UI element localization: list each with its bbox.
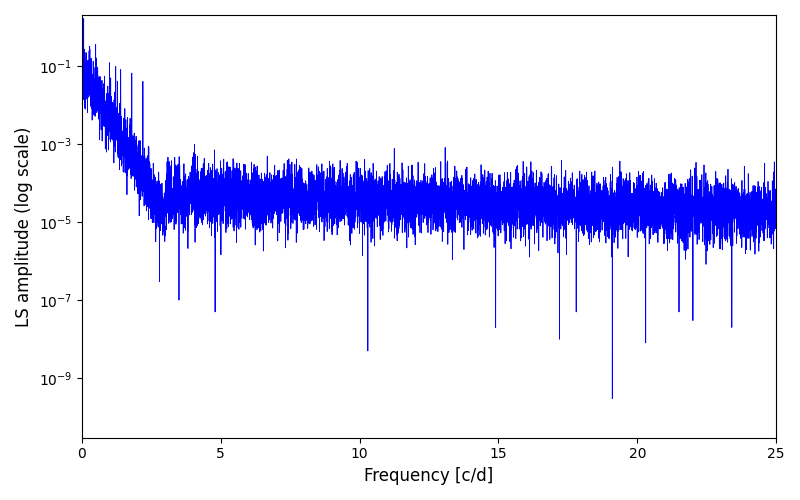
X-axis label: Frequency [c/d]: Frequency [c/d] (364, 467, 494, 485)
Y-axis label: LS amplitude (log scale): LS amplitude (log scale) (15, 126, 33, 326)
